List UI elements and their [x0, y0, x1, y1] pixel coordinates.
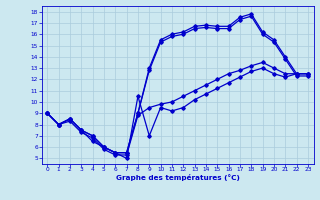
X-axis label: Graphe des températures (°C): Graphe des températures (°C)	[116, 174, 240, 181]
